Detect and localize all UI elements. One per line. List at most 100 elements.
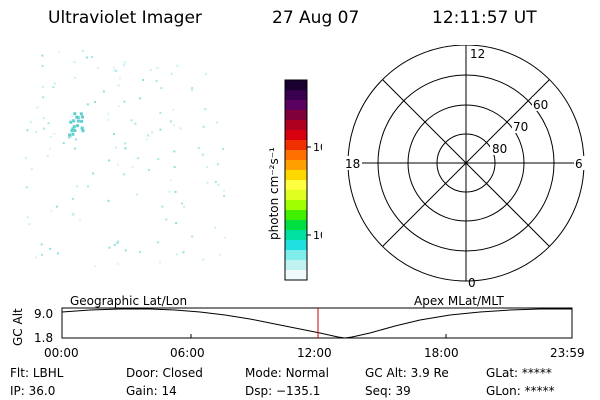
- image-speckle: [69, 135, 72, 138]
- image-speckle: [47, 122, 50, 125]
- colorbar-segment: [285, 260, 307, 271]
- altitude-tick-9: 9.0: [34, 307, 53, 321]
- status-ip: IP: 36.0: [10, 384, 56, 398]
- image-speckle: [52, 86, 55, 89]
- colorbar-segment: [285, 160, 307, 171]
- image-speckle: [68, 133, 72, 137]
- image-speckle: [72, 119, 76, 123]
- image-speckle: [113, 66, 116, 69]
- lat-label-70: 70: [513, 120, 528, 134]
- image-speckle: [206, 181, 209, 184]
- image-speckle: [86, 103, 89, 106]
- image-speckle: [172, 124, 175, 127]
- image-speckle: [206, 166, 209, 169]
- image-speckle: [181, 202, 183, 205]
- image-speckle: [40, 243, 43, 246]
- image-speckle: [76, 124, 79, 128]
- image-speckle: [41, 54, 44, 57]
- image-speckle: [174, 190, 177, 193]
- image-speckle: [68, 136, 70, 139]
- image-speckle: [94, 101, 96, 103]
- image-speckle: [136, 193, 138, 196]
- image-speckle: [175, 253, 178, 256]
- altitude-axis-label: GC Alt: [11, 308, 25, 346]
- image-speckle: [74, 76, 77, 79]
- image-speckle: [26, 129, 29, 132]
- image-speckle: [42, 85, 44, 88]
- image-speckle: [80, 119, 84, 123]
- image-speckle: [145, 138, 148, 141]
- image-speckle: [79, 218, 82, 221]
- time-tick-0600: 06:00: [170, 346, 205, 360]
- status-filter: Flt: LBHL: [10, 366, 64, 380]
- image-speckle: [49, 135, 52, 138]
- image-speckle: [87, 185, 89, 188]
- image-speckle: [80, 126, 84, 130]
- image-speckle: [157, 241, 160, 244]
- image-speckle: [72, 125, 76, 129]
- status-gain: Gain: 14: [126, 384, 177, 398]
- header-time: 12:11:57 UT: [432, 8, 537, 28]
- image-speckle: [25, 186, 28, 189]
- image-speckle: [123, 61, 126, 64]
- image-speckle: [159, 111, 162, 114]
- time-tick-2359: 23:59: [550, 346, 585, 360]
- image-speckle: [81, 115, 84, 119]
- image-speckle: [124, 142, 127, 145]
- image-speckle: [224, 236, 226, 239]
- image-speckle: [218, 253, 221, 256]
- image-speckle: [36, 106, 39, 109]
- image-speckle: [173, 150, 176, 153]
- image-speckle: [161, 205, 164, 208]
- altitude-timeline: GC Alt 9.0 1.8: [11, 307, 573, 346]
- image-speckle: [72, 197, 74, 200]
- image-speckle: [53, 133, 56, 136]
- image-speckle: [123, 173, 126, 176]
- image-speckle: [131, 166, 134, 169]
- image-speckle: [69, 120, 73, 124]
- image-speckle: [113, 244, 116, 247]
- colorbar-segment: [285, 250, 307, 261]
- mlt-label-18: 18: [345, 157, 360, 171]
- image-speckle: [204, 108, 207, 111]
- image-speckle: [183, 205, 185, 208]
- image-speckle: [75, 138, 78, 141]
- status-glat: GLat: *****: [486, 366, 552, 380]
- image-speckle: [223, 194, 226, 197]
- image-speckle: [76, 185, 79, 188]
- image-speckle: [151, 131, 154, 134]
- color-bar: 100 10 photon cm⁻²s⁻¹: [267, 79, 322, 281]
- time-tick-1800: 18:00: [424, 346, 459, 360]
- geographic-label: Geographic Lat/Lon: [70, 294, 188, 308]
- auroral-image: [25, 50, 226, 267]
- image-speckle: [42, 127, 45, 130]
- colorbar-segment: [285, 220, 307, 231]
- image-speckle: [62, 142, 65, 145]
- status-gc-alt: GC Alt: 3.9 Re: [365, 366, 449, 380]
- image-speckle: [71, 212, 74, 215]
- apex-label: Apex MLat/MLT: [414, 294, 504, 308]
- colorbar-segment: [285, 120, 307, 131]
- status-mode: Mode: Normal: [245, 366, 329, 380]
- image-speckle: [117, 240, 120, 243]
- image-speckle: [222, 148, 225, 150]
- image-speckle: [117, 84, 120, 87]
- header-date: 27 Aug 07: [272, 8, 360, 28]
- image-speckle: [182, 251, 185, 254]
- colorbar-segment: [285, 270, 307, 281]
- image-speckle: [201, 153, 204, 156]
- image-speckle: [46, 155, 49, 158]
- status-glon: GLon: *****: [486, 384, 555, 398]
- image-speckle: [118, 105, 120, 108]
- lat-label-60: 60: [533, 98, 548, 112]
- polar-grid: 12 18 6 0 60 70 80: [344, 45, 586, 290]
- image-speckle: [73, 61, 76, 64]
- image-speckle: [130, 119, 133, 122]
- image-speckle: [108, 159, 111, 162]
- image-speckle: [170, 120, 172, 123]
- image-speckle: [91, 56, 94, 59]
- colorbar-unit-label: photon cm⁻²s⁻¹: [267, 147, 281, 240]
- image-speckle: [137, 157, 140, 160]
- colorbar-segment: [285, 140, 307, 151]
- image-speckle: [214, 226, 217, 229]
